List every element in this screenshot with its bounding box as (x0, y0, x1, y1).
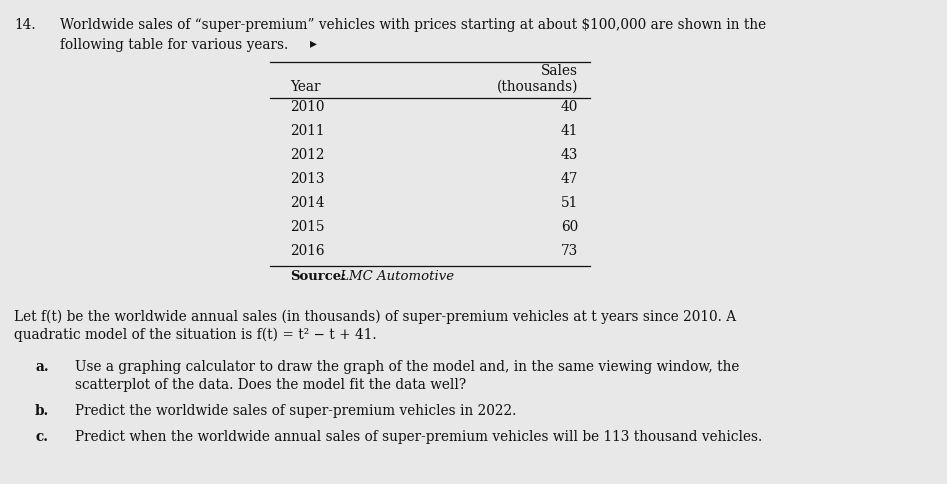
Text: ▸: ▸ (310, 36, 317, 50)
Text: 2014: 2014 (290, 196, 325, 210)
Text: Sales: Sales (541, 64, 578, 78)
Text: b.: b. (35, 404, 49, 418)
Text: a.: a. (35, 360, 48, 374)
Text: Predict when the worldwide annual sales of super-premium vehicles will be 113 th: Predict when the worldwide annual sales … (75, 430, 762, 444)
Text: 2012: 2012 (290, 148, 325, 162)
Text: 2011: 2011 (290, 124, 325, 138)
Text: 2016: 2016 (290, 244, 325, 258)
Text: Year: Year (290, 80, 320, 94)
Text: (thousands): (thousands) (496, 80, 578, 94)
Text: c.: c. (35, 430, 48, 444)
Text: 40: 40 (561, 100, 578, 114)
Text: scatterplot of the data. Does the model fit the data well?: scatterplot of the data. Does the model … (75, 378, 466, 392)
Text: 14.: 14. (14, 18, 36, 32)
Text: 60: 60 (561, 220, 578, 234)
Text: Source:: Source: (290, 270, 346, 283)
Text: Worldwide sales of “super-premium” vehicles with prices starting at about $100,0: Worldwide sales of “super-premium” vehic… (60, 18, 766, 32)
Text: quadratic model of the situation is f(t) = t² − t + 41.: quadratic model of the situation is f(t)… (14, 328, 377, 342)
Text: 43: 43 (561, 148, 578, 162)
Text: LMC Automotive: LMC Automotive (336, 270, 455, 283)
Text: Use a graphing calculator to draw the graph of the model and, in the same viewin: Use a graphing calculator to draw the gr… (75, 360, 740, 374)
Text: 73: 73 (561, 244, 578, 258)
Text: 47: 47 (561, 172, 578, 186)
Text: 41: 41 (561, 124, 578, 138)
Text: following table for various years.: following table for various years. (60, 38, 288, 52)
Text: 2015: 2015 (290, 220, 325, 234)
Text: 51: 51 (561, 196, 578, 210)
Text: 2010: 2010 (290, 100, 325, 114)
Text: 2013: 2013 (290, 172, 325, 186)
Text: Let f(t) be the worldwide annual sales (in thousands) of super-premium vehicles : Let f(t) be the worldwide annual sales (… (14, 310, 736, 324)
Text: Predict the worldwide sales of super-premium vehicles in 2022.: Predict the worldwide sales of super-pre… (75, 404, 516, 418)
